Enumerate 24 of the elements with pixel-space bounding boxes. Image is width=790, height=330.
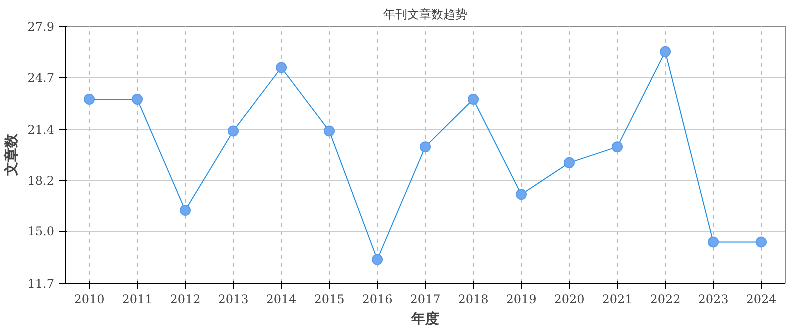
y-tick-label: 18.2 — [28, 174, 54, 188]
x-axis-title: 年度 — [410, 310, 440, 328]
x-tick-label: 2016 — [362, 292, 393, 306]
y-tick-label: 27.9 — [28, 20, 54, 34]
x-tick-label: 2024 — [746, 292, 778, 306]
x-tick-label: 2018 — [458, 292, 489, 306]
x-tick-label: 2023 — [698, 292, 729, 306]
x-tick-label: 2015 — [314, 292, 345, 306]
y-axis-title: 文章数 — [2, 133, 20, 177]
y-tick-label: 21.4 — [28, 123, 55, 138]
x-tick-label: 2020 — [554, 292, 585, 306]
x-tick-label: 2022 — [650, 292, 681, 306]
y-tick-label: 15.0 — [28, 224, 54, 239]
chart-title: 年刊文章数趋势 — [384, 8, 468, 22]
x-tick-label: 2013 — [218, 292, 249, 306]
y-tick-label: 11.7 — [28, 277, 54, 291]
y-tick-label: 24.7 — [28, 70, 54, 85]
x-tick-label: 2011 — [122, 292, 153, 306]
x-tick-label: 2012 — [170, 292, 201, 306]
x-tick-label: 2021 — [602, 292, 633, 306]
x-tick-label: 2014 — [266, 292, 298, 306]
x-tick-label: 2010 — [74, 292, 105, 306]
x-tick-label: 2019 — [506, 292, 537, 306]
x-tick-label: 2017 — [410, 292, 441, 306]
